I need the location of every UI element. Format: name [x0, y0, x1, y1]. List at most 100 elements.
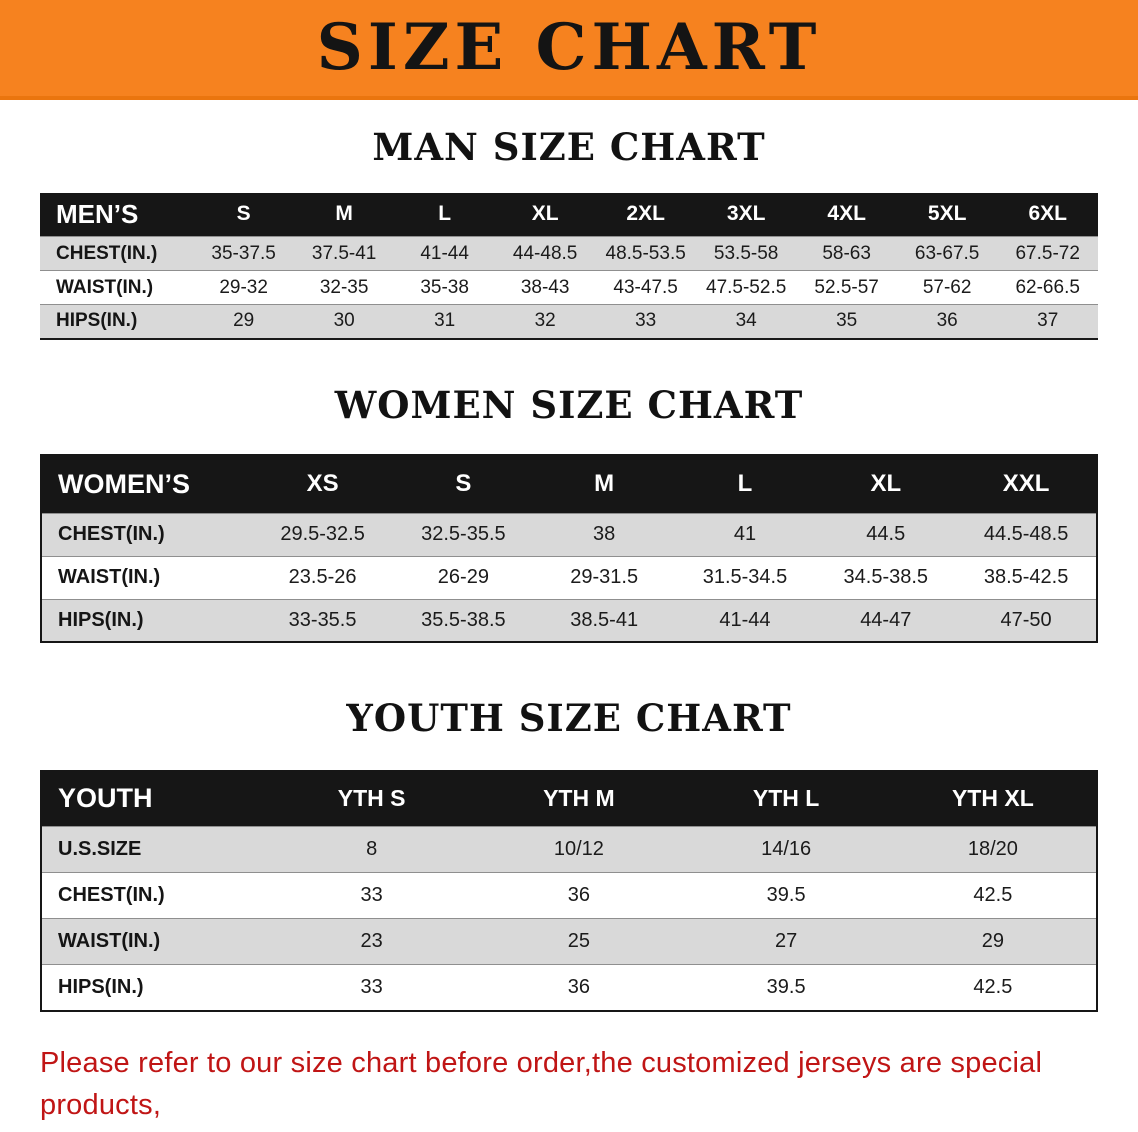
measurement-value: 44.5-48.5 — [983, 523, 1069, 546]
table-header-row-group: WOMEN’S XS S M L XL XXL — [41, 455, 1097, 514]
measurement-value: 29-31.5 — [570, 566, 639, 589]
table-row: U.S.SIZE 8 10/12 14/16 18/20 — [41, 826, 1097, 873]
size-column-header: S — [392, 455, 534, 514]
measurement-value: 33 — [635, 310, 657, 332]
measurement-value: 53.5-58 — [713, 242, 779, 264]
size-column-header: L — [394, 192, 495, 237]
size-column-header: M — [293, 192, 395, 237]
size-column-header: XS — [252, 455, 393, 514]
measurement-value: 38-43 — [520, 276, 570, 298]
table-row: HIPS(IN.) 33-35.5 35.5-38.5 38.5-41 41-44 44-… — [41, 599, 1097, 643]
measurement-value: 33-35.5 — [288, 608, 357, 631]
measurement-value: 36 — [567, 884, 590, 907]
man-size-chart-heading: MAN SIZE CHART — [372, 125, 766, 169]
measurement-value: 47-50 — [1000, 608, 1052, 631]
measurement-label: CHEST(IN.) — [58, 884, 165, 907]
measurement-value: 39.5 — [766, 884, 806, 907]
youth-size-table: YOUTH YTH S YTH M YTH L YTH XL U.S.SIZE 8 10/12… — [40, 769, 1098, 1012]
measurement-value: 43-47.5 — [613, 276, 678, 298]
women-size-chart-heading: WOMEN SIZE CHART — [334, 382, 804, 427]
table-header-row-group: MEN’S S M L XL 2XL 3XL 4XL 5XL 6XL — [40, 192, 1098, 237]
table-body: CHEST(IN.) 35-37.5 37.5-41 41-44 44-48.5 48.5… — [40, 236, 1098, 339]
disclaimer-line-2: we don’t accept cancel, change, teturn o… — [40, 1131, 1045, 1132]
measurement-value: 29 — [233, 310, 255, 332]
measurement-value: 52.5-57 — [814, 276, 879, 298]
measurement-value: 32-35 — [319, 276, 369, 298]
measurement-value: 32.5-35.5 — [421, 523, 506, 546]
table-body: U.S.SIZE 8 10/12 14/16 18/20 CHEST(IN.) 33 36 39… — [41, 826, 1097, 1011]
size-column-header: YTH M — [475, 770, 683, 827]
measurement-value: 8 — [366, 838, 378, 861]
size-column-header: 6XL — [997, 192, 1098, 237]
size-column-header: XL — [494, 192, 596, 237]
size-column-header: XXL — [956, 455, 1097, 514]
size-column-header: M — [533, 455, 675, 514]
measurement-value: 44.5 — [866, 523, 906, 546]
measurement-label: CHEST(IN.) — [56, 242, 158, 264]
measurement-value: 47.5-52.5 — [706, 276, 787, 298]
measurement-value: 36 — [567, 975, 590, 998]
size-column-header: YTH XL — [889, 770, 1097, 827]
measurement-value: 37 — [1037, 310, 1059, 332]
measurement-value: 35-38 — [420, 276, 469, 298]
measurement-label: WAIST(IN.) — [56, 276, 154, 298]
measurement-label: WAIST(IN.) — [58, 930, 161, 953]
measurement-value: 31.5-34.5 — [702, 566, 788, 589]
size-column-header: 5XL — [896, 192, 998, 237]
measurement-value: 23 — [360, 930, 383, 953]
measurement-value: 38.5-42.5 — [983, 566, 1069, 589]
measurement-value: 35.5-38.5 — [421, 608, 506, 631]
measurement-value: 57-62 — [922, 276, 972, 298]
table-row: WAIST(IN.) 23.5-26 26-29 29-31.5 31.5-34.5 34… — [41, 556, 1097, 600]
measurement-value: 58-63 — [822, 242, 871, 264]
measurement-value: 38.5-41 — [570, 608, 639, 631]
measurement-value: 48.5-53.5 — [605, 242, 686, 264]
table-row: HIPS(IN.) 29 30 31 32 33 34 35 36 37 — [40, 304, 1098, 339]
size-column-header: 4XL — [796, 192, 897, 237]
measurement-label: WAIST(IN.) — [58, 566, 161, 589]
measurement-value: 44-48.5 — [512, 242, 578, 264]
size-column-header: 2XL — [595, 192, 696, 237]
measurement-value: 18/20 — [967, 838, 1018, 861]
measurement-value: 10/12 — [553, 838, 604, 861]
measurement-label: HIPS(IN.) — [56, 310, 138, 332]
measurement-value: 33 — [360, 884, 383, 907]
measurement-value: 35-37.5 — [211, 242, 276, 264]
measurement-value: 29-32 — [219, 276, 268, 298]
size-column-header: 3XL — [695, 192, 797, 237]
men-size-table: MEN’S S M L XL 2XL 3XL 4XL 5XL 6XL CHEST(IN.) 35-37… — [40, 192, 1098, 340]
measurement-label: HIPS(IN.) — [58, 608, 144, 631]
measurement-value: 41-44 — [719, 608, 771, 631]
measurement-value: 29.5-32.5 — [280, 523, 365, 546]
measurement-value: 44-47 — [860, 608, 912, 631]
size-column-header: L — [674, 455, 816, 514]
measurement-value: 34 — [735, 310, 757, 332]
measurement-value: 41-44 — [420, 242, 469, 264]
youth-size-chart-heading: YOUTH SIZE CHART — [346, 696, 792, 741]
measurement-value: 26-29 — [437, 566, 489, 589]
youth-size-chart-section: YOUTH SIZE CHART YOUTH YTH S YTH M YTH L YTH… — [0, 697, 1138, 1012]
measurement-value: 39.5 — [766, 975, 806, 998]
women-size-chart-section: WOMEN SIZE CHART WOMEN’S XS S M L XL XXL CHEST(… — [0, 382, 1138, 644]
measurement-value: 34.5-38.5 — [843, 566, 929, 589]
size-column-header: S — [193, 192, 294, 237]
measurement-value: 36 — [936, 310, 958, 332]
table-row: CHEST(IN.) 29.5-32.5 32.5-35.5 38 41 44.5 44.5… — [41, 513, 1097, 557]
table-corner-label: WOMEN’S — [41, 455, 253, 514]
measurement-value: 23.5-26 — [288, 566, 357, 589]
measurement-value: 62-66.5 — [1015, 276, 1080, 298]
table-header-row: YOUTH YTH S YTH M YTH L YTH XL — [41, 770, 1097, 827]
table-body: CHEST(IN.) 29.5-32.5 32.5-35.5 38 41 44.5 44.5… — [41, 513, 1097, 643]
size-column-header: YTH S — [268, 770, 476, 827]
table-row: HIPS(IN.) 33 36 39.5 42.5 — [41, 964, 1097, 1011]
measurement-value: 33 — [360, 975, 383, 998]
table-corner-label: MEN’S — [40, 192, 194, 237]
measurement-value: 29 — [981, 930, 1004, 953]
table-header-row-group: YOUTH YTH S YTH M YTH L YTH XL — [41, 770, 1097, 827]
table-row: CHEST(IN.) 35-37.5 37.5-41 41-44 44-48.5 48.5… — [40, 236, 1098, 271]
table-row: WAIST(IN.) 29-32 32-35 35-38 38-43 43-47.5 47.… — [40, 270, 1098, 305]
disclaimer-text: Please refer to our size chart before or… — [40, 1042, 1098, 1132]
measurement-value: 27 — [774, 930, 798, 953]
women-size-table: WOMEN’S XS S M L XL XXL CHEST(IN.) 29.5-32.5 32.5… — [40, 454, 1098, 644]
measurement-label: U.S.SIZE — [58, 838, 142, 861]
